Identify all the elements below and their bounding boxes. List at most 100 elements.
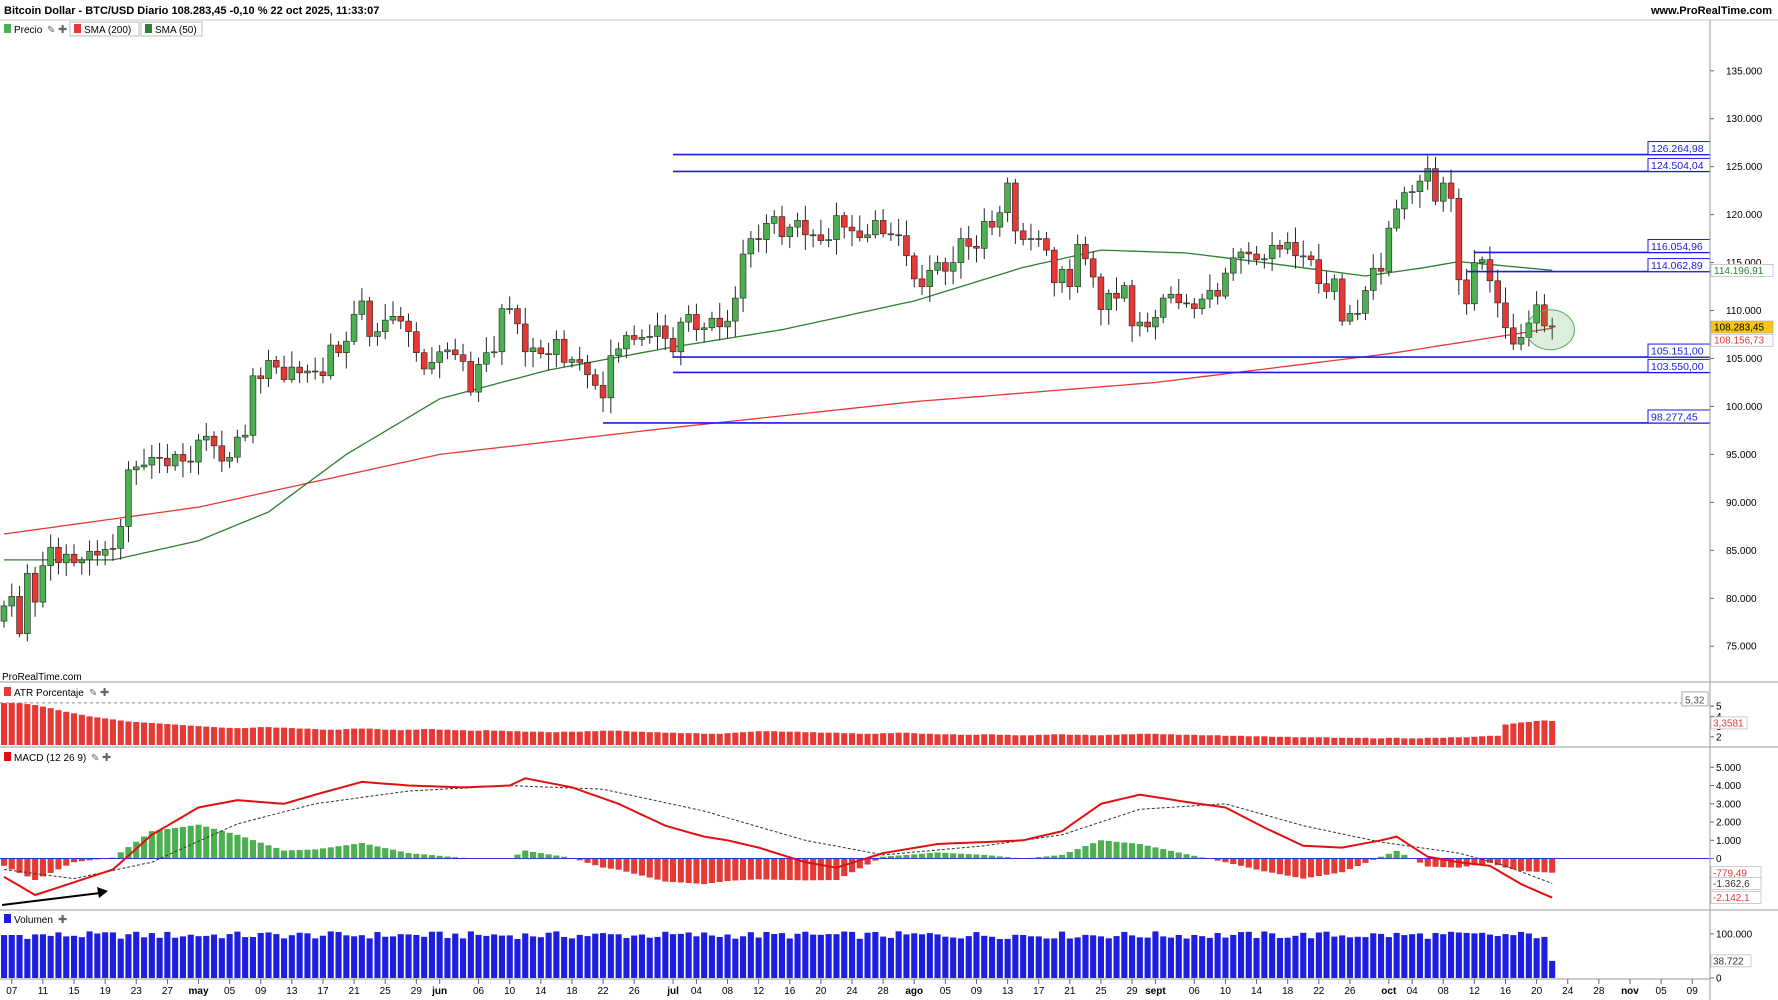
candle bbox=[475, 363, 482, 393]
atr-add-icon[interactable]: ✚ bbox=[100, 687, 109, 699]
atr-bar bbox=[911, 733, 918, 745]
atr-bar bbox=[1323, 737, 1330, 745]
macd-hist-bar bbox=[1276, 858, 1283, 875]
macd-hist-bar bbox=[164, 829, 171, 859]
volume-bar bbox=[864, 932, 871, 978]
x-tick-label: 18 bbox=[566, 986, 578, 997]
trend-arrow bbox=[1, 892, 101, 906]
volume-bar bbox=[1175, 935, 1182, 978]
atr-value-label: 3,3581 bbox=[1713, 718, 1744, 729]
candle bbox=[1222, 272, 1229, 297]
price-legend: Precio ✎ ✚ SMA (200) SMA (50) bbox=[4, 21, 203, 37]
macd-hist-bar bbox=[249, 840, 256, 859]
atr-bar bbox=[8, 702, 15, 745]
volume-bar bbox=[1502, 934, 1509, 978]
atr-y-axis: 5,3254323,3581 bbox=[0, 691, 1748, 743]
atr-bar bbox=[491, 730, 498, 745]
candle bbox=[739, 253, 747, 299]
volume-bar bbox=[724, 934, 731, 978]
volume-add-icon[interactable]: ✚ bbox=[58, 914, 67, 926]
volume-bar bbox=[133, 931, 140, 978]
macd-hist-bar bbox=[942, 852, 949, 859]
macd-hist-bar bbox=[1432, 858, 1439, 867]
volume-bar bbox=[1105, 938, 1112, 978]
macd-hist-bar bbox=[1502, 858, 1509, 868]
volume-bar bbox=[887, 937, 894, 978]
atr-bar bbox=[654, 732, 661, 745]
volume-legend-swatch bbox=[4, 914, 11, 923]
atr-bar bbox=[592, 731, 599, 745]
macd-hist-bar bbox=[288, 850, 295, 859]
atr-bar bbox=[428, 729, 435, 745]
candle bbox=[101, 549, 109, 556]
macd-hist-bar bbox=[1510, 858, 1517, 870]
candle bbox=[467, 361, 474, 393]
candle bbox=[731, 297, 739, 322]
price-add-icon[interactable]: ✚ bbox=[58, 24, 67, 36]
volume-bar bbox=[903, 934, 910, 978]
volume-bar bbox=[242, 937, 249, 978]
atr-bar bbox=[1401, 738, 1408, 745]
macd-hist-bar bbox=[849, 858, 856, 873]
candles bbox=[0, 155, 1556, 642]
price-y-tick-label: 80.000 bbox=[1726, 594, 1757, 605]
atr-bar bbox=[1479, 736, 1486, 745]
candle bbox=[187, 460, 195, 463]
candle bbox=[117, 525, 124, 549]
volume-bar bbox=[296, 932, 303, 978]
x-tick-label: 06 bbox=[1189, 986, 1201, 997]
volume-bar bbox=[1027, 936, 1034, 978]
x-tick-label: 16 bbox=[1500, 986, 1512, 997]
macd-hist-bar bbox=[1160, 849, 1167, 859]
macd-hist-bar bbox=[973, 854, 980, 859]
macd-hist-bar bbox=[670, 858, 677, 882]
candle bbox=[483, 352, 490, 365]
atr-bar bbox=[211, 727, 218, 745]
macd-settings-icon[interactable]: ✎ bbox=[91, 753, 99, 764]
candle bbox=[218, 445, 226, 462]
atr-bar bbox=[576, 731, 583, 745]
atr-bar bbox=[1051, 734, 1058, 745]
candle bbox=[226, 456, 233, 462]
macd-hist-bar bbox=[312, 849, 319, 859]
atr-settings-icon[interactable]: ✎ bbox=[89, 688, 97, 699]
atr-bar bbox=[957, 734, 964, 745]
macd-hist-bar bbox=[1486, 858, 1493, 863]
volume-bar bbox=[32, 934, 39, 978]
price-settings-icon[interactable]: ✎ bbox=[47, 25, 55, 36]
candle bbox=[179, 454, 187, 462]
volume-bar bbox=[156, 937, 163, 978]
price-y-tick-label: 110.000 bbox=[1726, 306, 1762, 317]
macd-add-icon[interactable]: ✚ bbox=[102, 752, 111, 764]
x-tick-label: 12 bbox=[753, 986, 765, 997]
site-link[interactable]: www.ProRealTime.com bbox=[1650, 5, 1772, 17]
candle bbox=[8, 596, 16, 607]
x-tick-label: 19 bbox=[100, 986, 112, 997]
macd-hist-bar bbox=[1479, 858, 1486, 864]
atr-bar bbox=[16, 703, 23, 745]
atr-bar bbox=[1261, 736, 1268, 745]
macd-hist-bar bbox=[1144, 845, 1151, 859]
candle bbox=[996, 212, 1004, 228]
atr-bar bbox=[397, 730, 404, 745]
candle bbox=[1533, 304, 1540, 324]
atr-bar bbox=[1004, 734, 1011, 745]
candle bbox=[1144, 321, 1151, 328]
candle bbox=[1105, 292, 1113, 310]
macd-value-tag bbox=[1710, 891, 1762, 904]
sma50-legend-label: SMA (50) bbox=[155, 25, 197, 36]
candle bbox=[1043, 238, 1050, 251]
macd-hist-bar bbox=[965, 854, 972, 859]
support-resistance-levels: 126.264,98 124.504,04 116.054,96 114.062,89… bbox=[603, 141, 1711, 424]
volume-bar bbox=[312, 938, 319, 978]
candle bbox=[366, 300, 373, 337]
volume-bar bbox=[942, 936, 949, 978]
atr-bar bbox=[1416, 738, 1423, 745]
volume-bar bbox=[1191, 935, 1198, 978]
x-tick-label: 24 bbox=[1562, 986, 1574, 997]
macd-hist-bar bbox=[117, 852, 124, 859]
level-label: 105.151,00 bbox=[1651, 346, 1704, 358]
macd-hist-bar bbox=[662, 858, 669, 882]
volume-bar bbox=[841, 931, 848, 978]
x-tick-label: 25 bbox=[1095, 986, 1107, 997]
